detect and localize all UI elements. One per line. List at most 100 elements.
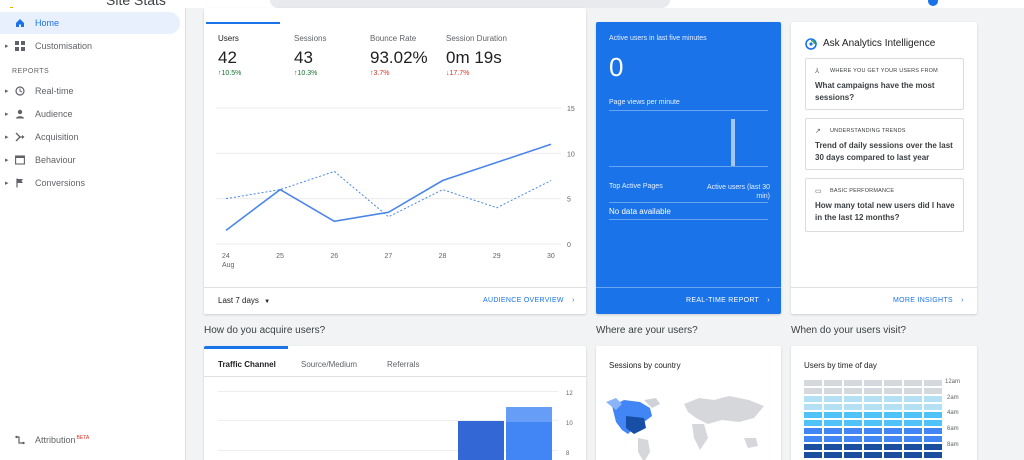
heatmap-cell — [884, 444, 902, 450]
realtime-report-link[interactable]: REAL-TIME REPORT › — [686, 297, 770, 304]
tab-indicator — [204, 346, 288, 349]
metric-label: Bounce Rate — [370, 34, 417, 43]
heatmap-cell — [824, 412, 842, 418]
heatmap-cell — [824, 436, 842, 442]
metric-label: Users — [218, 34, 239, 43]
heatmap-cell — [804, 380, 822, 386]
heatmap-cell — [844, 428, 862, 434]
sidebar-item-behaviour[interactable]: ▸ Behaviour — [0, 149, 186, 171]
world-map[interactable] — [604, 394, 774, 460]
divider — [791, 287, 977, 288]
heatmap-cell — [844, 388, 862, 394]
heatmap-cell — [804, 436, 822, 442]
sidebar-item-label: Acquisition — [35, 132, 79, 142]
attribution-label: Attribution — [35, 435, 76, 445]
heatmap-cell — [884, 380, 902, 386]
heatmap-cell — [844, 420, 862, 426]
metric-label: Session Duration — [446, 34, 507, 43]
sidebar-item-acquisition[interactable]: ▸ Acquisition — [0, 126, 186, 148]
divider — [204, 376, 586, 377]
heatmap-cell — [864, 428, 882, 434]
metric-users[interactable]: Users 42 ↑10.5% — [218, 34, 241, 77]
heatmap-cell — [904, 396, 922, 402]
heatmap-cell — [884, 404, 902, 410]
divider — [609, 219, 768, 220]
heatmap-cell — [824, 380, 842, 386]
gridline — [218, 450, 558, 451]
realtime-card: Active users in last five minutes 0 Page… — [596, 22, 781, 314]
insight-item[interactable]: ▭ BASIC PERFORMANCE How many total new u… — [805, 178, 964, 232]
realtime-report-label: REAL-TIME REPORT — [686, 297, 759, 304]
metric-change: ↑10.5% — [218, 70, 242, 77]
heatmap-cell — [904, 436, 922, 442]
caret-right-icon: ▸ — [5, 111, 9, 118]
tab-source-medium[interactable]: Source/Medium — [301, 360, 358, 369]
metric-value: 0m 19s — [446, 48, 502, 67]
heatmap-cell — [924, 396, 942, 402]
tab-traffic-channel[interactable]: Traffic Channel — [218, 360, 276, 369]
date-range-dropdown[interactable]: Last 7 days ▼ — [218, 296, 270, 305]
heatmap-cell — [844, 396, 862, 402]
analytics-logo-icon — [2, 0, 14, 8]
heatmap-cell — [904, 404, 922, 410]
sidebar-item-customisation[interactable]: ▸ Customisation — [0, 35, 186, 57]
heatmap-cell — [844, 412, 862, 418]
sidebar-item-audience[interactable]: ▸ Audience — [0, 103, 186, 125]
insights-card: Ask Analytics Intelligence ⅄ WHERE YOU G… — [791, 22, 977, 314]
metric-bounce-rate[interactable]: Bounce Rate 93.02% ↑3.7% — [370, 34, 428, 77]
heatmap-cell — [864, 388, 882, 394]
tab-referrals[interactable]: Referrals — [387, 360, 420, 369]
insight-item[interactable]: ↗ UNDERSTANDING TRENDS Trend of daily se… — [805, 118, 964, 170]
metric-label: Sessions — [294, 34, 327, 43]
dashboard-icon — [14, 40, 26, 52]
metric-session-duration[interactable]: Session Duration 0m 19s ↓17.7% — [446, 34, 507, 77]
hour-label: 6am — [947, 426, 959, 432]
sidebar-item-label: Customisation — [35, 41, 93, 51]
heatmap-cell — [924, 420, 942, 426]
channel-bar-segment — [506, 407, 552, 422]
search-bar[interactable] — [270, 0, 670, 8]
heatmap-cell — [824, 404, 842, 410]
gridline — [218, 420, 558, 421]
flag-icon — [14, 177, 26, 189]
notification-badge[interactable] — [928, 0, 938, 6]
x-tick-label: 27 — [385, 253, 393, 260]
heatmap-cell — [904, 444, 922, 450]
users-by-hour-heatmap[interactable] — [804, 380, 944, 460]
home-icon — [14, 17, 26, 29]
insight-question: Trend of daily sessions over the last 30… — [815, 141, 953, 162]
channel-bar[interactable] — [458, 421, 504, 460]
heatmap-cell — [844, 444, 862, 450]
sidebar-item-attribution[interactable]: AttributionBETA — [0, 429, 186, 451]
sidebar-item-home[interactable]: Home — [0, 12, 180, 34]
caret-right-icon: ▸ — [5, 88, 9, 95]
date-range-label: Last 7 days — [218, 296, 259, 305]
metric-value: 43 — [294, 48, 313, 67]
insight-kicker: BASIC PERFORMANCE — [830, 188, 895, 194]
top-bar: Site Stats — [0, 0, 1024, 8]
heatmap-cell — [904, 380, 922, 386]
window-icon — [14, 154, 26, 166]
heatmap-cell — [924, 428, 942, 434]
heatmap-cell — [884, 388, 902, 394]
branch-icon: ⅄ — [815, 68, 820, 75]
x-tick-label: 26 — [330, 253, 338, 260]
sidebar-item-conversions[interactable]: ▸ Conversions — [0, 172, 186, 194]
metric-change: ↑10.3% — [294, 70, 318, 77]
where-heading: Where are your users? — [596, 325, 698, 336]
more-insights-link[interactable]: MORE INSIGHTS › — [893, 297, 964, 304]
heatmap-cell — [864, 380, 882, 386]
metric-sessions[interactable]: Sessions 43 ↑10.3% — [294, 34, 326, 77]
audience-overview-link[interactable]: AUDIENCE OVERVIEW › — [483, 297, 575, 304]
heatmap-cell — [844, 452, 862, 458]
heatmap-cell — [804, 404, 822, 410]
heatmap-cell — [924, 452, 942, 458]
audience-overview-label: AUDIENCE OVERVIEW — [483, 297, 564, 304]
insight-item[interactable]: ⅄ WHERE YOU GET YOUR USERS FROM What cam… — [805, 58, 964, 110]
sidebar-item-realtime[interactable]: ▸ Real-time — [0, 80, 186, 102]
sidebar: Home ▸ Customisation REPORTS ▸ Real-time… — [0, 8, 186, 460]
intelligence-icon — [805, 37, 817, 55]
sessions-line-chart: 0 5 10 15 24 Aug 25 26 27 28 29 30 — [216, 106, 575, 269]
channel-bar[interactable] — [506, 407, 552, 460]
heatmap-cell — [824, 428, 842, 434]
